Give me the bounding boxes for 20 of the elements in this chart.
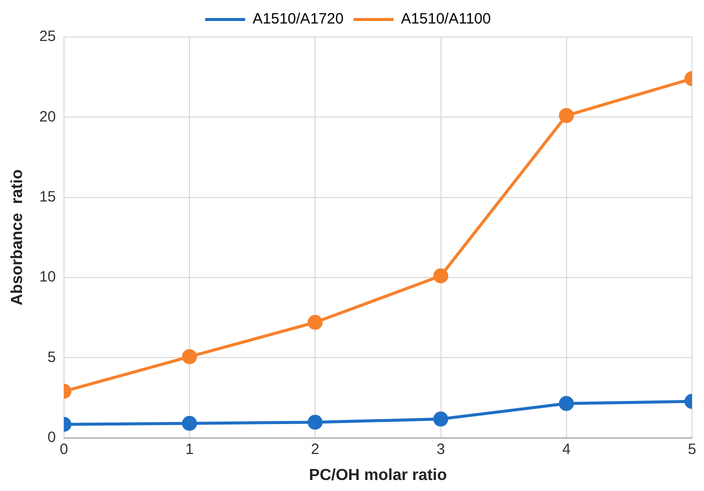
point	[308, 414, 323, 430]
y-axis-title: Absorbance ratio	[9, 169, 26, 306]
y-tick-label: 5	[48, 348, 56, 366]
y-tick-label: 10	[39, 268, 56, 286]
x-tick-label: 1	[185, 440, 194, 458]
x-tick-label: 5	[688, 440, 696, 458]
y-tick-label: 0	[48, 428, 56, 446]
y-tick-label: 15	[39, 188, 56, 206]
point	[308, 314, 323, 330]
legend-label: A1510/A1100	[401, 10, 491, 28]
point	[433, 412, 448, 427]
y-tick-label: 20	[39, 108, 56, 126]
y-tick-label: 25	[39, 28, 56, 46]
x-tick-label: 4	[562, 440, 571, 458]
x-tick-label: 2	[310, 440, 320, 458]
x-axis-title: PC/OH molar ratio	[309, 466, 448, 484]
x-tick-label: 3	[436, 440, 445, 458]
x-tick-label: 0	[60, 440, 68, 458]
point	[433, 268, 448, 284]
legend-label: A1510/A1720	[252, 10, 344, 28]
